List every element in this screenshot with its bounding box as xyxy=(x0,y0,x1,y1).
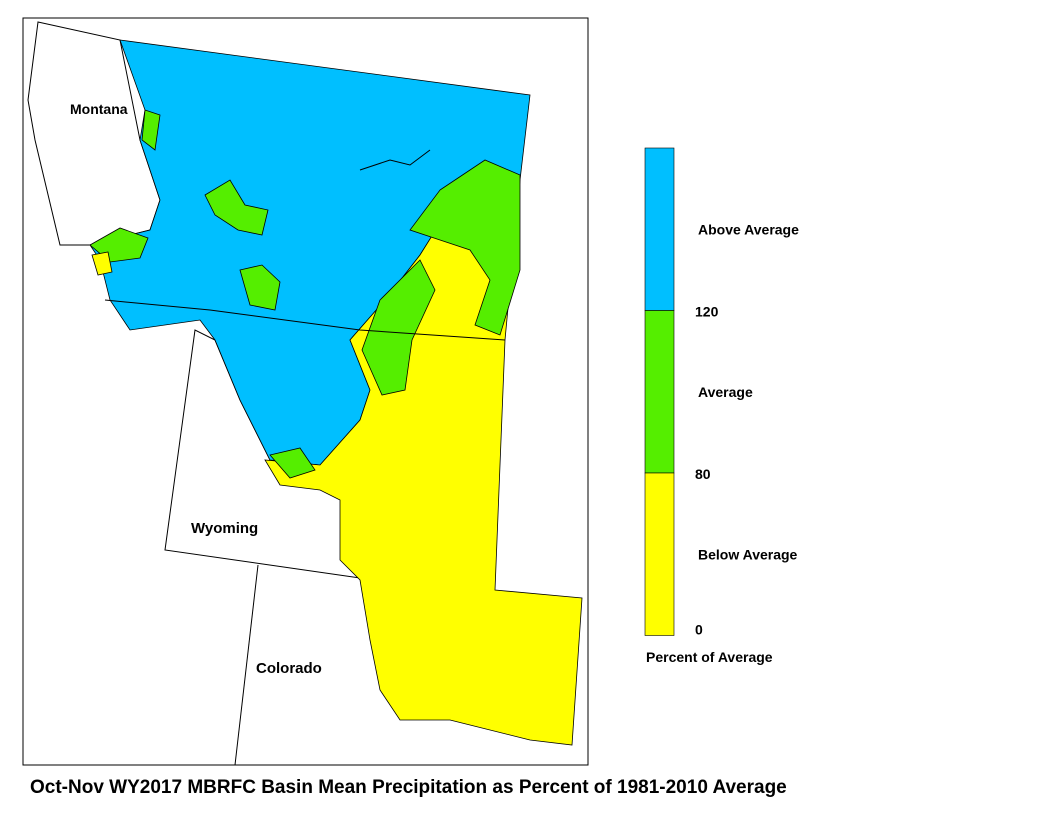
legend-label: Above Average xyxy=(698,221,799,237)
state-label: Colorado xyxy=(256,660,322,677)
basin-region xyxy=(269,447,316,479)
legend-swatch xyxy=(644,310,675,474)
basin-region xyxy=(141,109,161,151)
map: Montana Wyoming Colorado xyxy=(27,21,583,766)
basin-region xyxy=(239,264,281,311)
basin-region xyxy=(204,179,269,236)
legend: Percent of Average Above Average Average B… xyxy=(644,147,799,665)
state-label: Wyoming xyxy=(191,520,258,537)
map-title: Oct-Nov WY2017 MBRFC Basin Mean Precipit… xyxy=(30,777,787,798)
legend-label: Below Average xyxy=(698,546,798,562)
legend-title: Percent of Average xyxy=(646,649,773,665)
legend-label: Average xyxy=(698,384,753,400)
basin-region xyxy=(409,159,521,336)
legend-tick-label: 0 xyxy=(695,622,703,638)
basin-region xyxy=(91,251,113,276)
state-border xyxy=(234,564,259,766)
state-border xyxy=(104,299,506,341)
basin-region xyxy=(361,259,436,396)
river xyxy=(359,149,431,171)
legend-swatch xyxy=(644,472,675,636)
legend-tick-label: 120 xyxy=(695,304,719,320)
state-label: Montana xyxy=(70,101,128,117)
legend-tick-label: 80 xyxy=(695,466,711,482)
legend-swatch xyxy=(644,147,675,311)
